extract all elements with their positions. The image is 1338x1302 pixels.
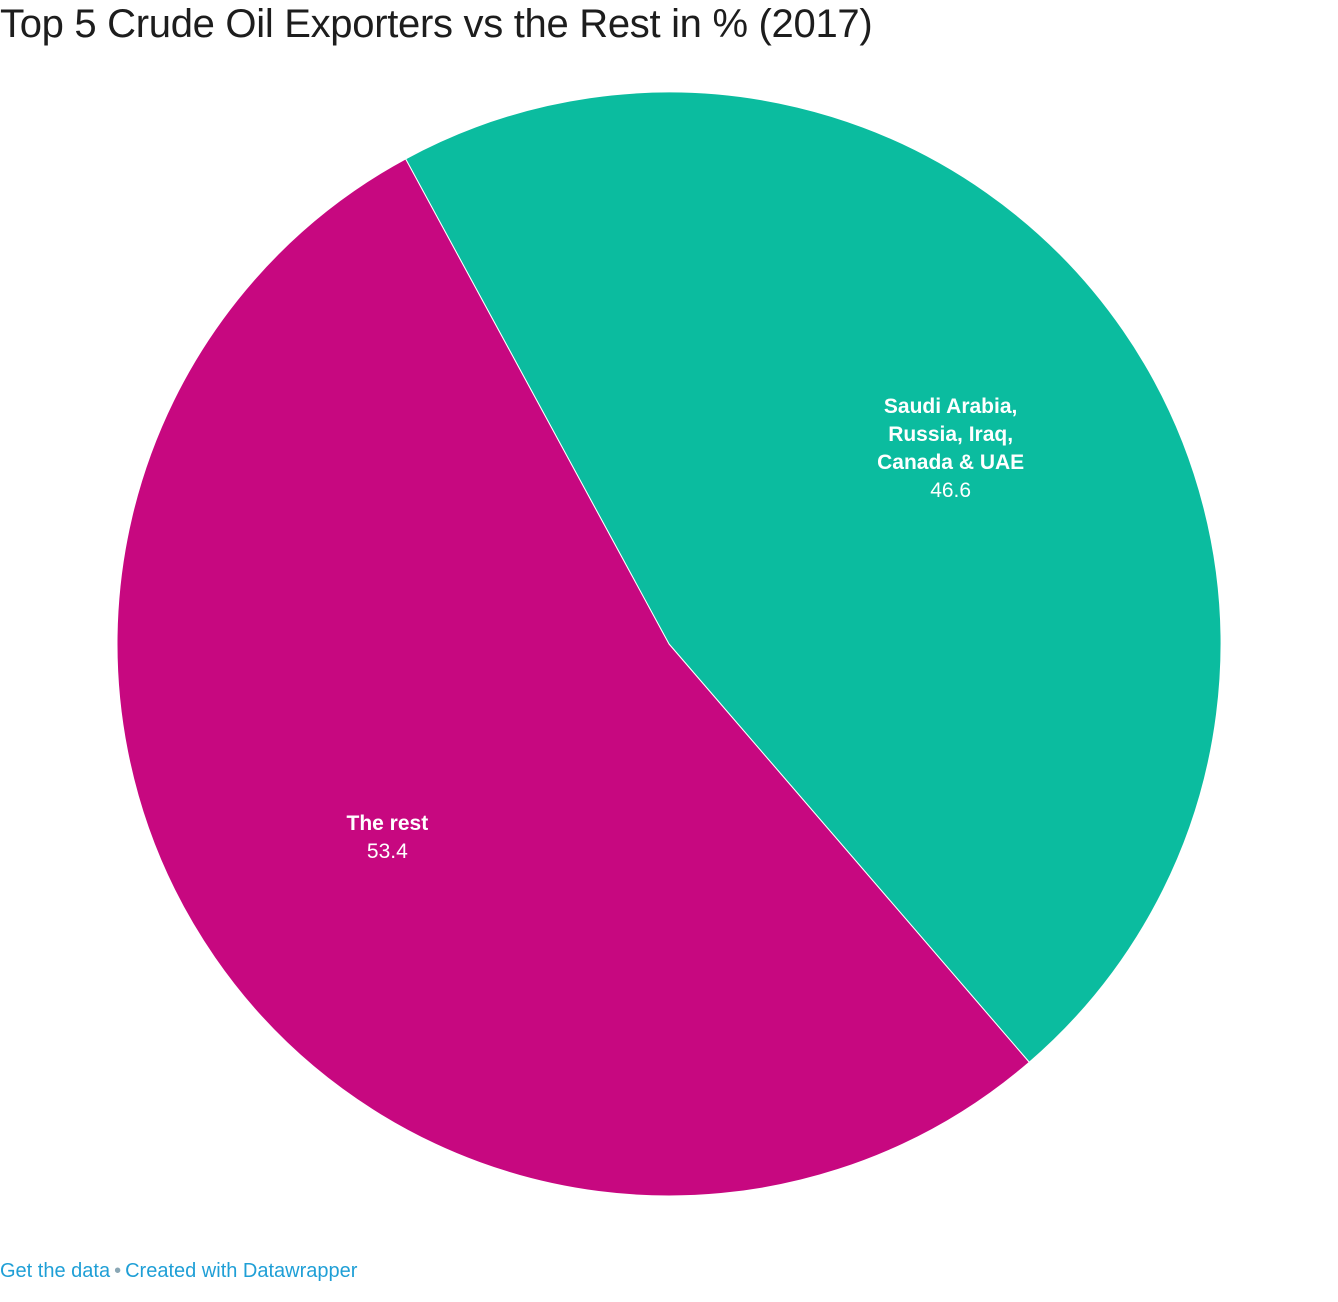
slice-value-label: 53.4 bbox=[367, 840, 408, 863]
slice-value-label: 46.6 bbox=[930, 479, 971, 502]
get-the-data-link[interactable]: Get the data bbox=[0, 1260, 111, 1282]
created-with-datawrapper-link[interactable]: Created with Datawrapper bbox=[125, 1260, 358, 1282]
pie-slice-1[interactable] bbox=[116, 158, 1030, 1197]
slice-label-0: Saudi Arabia, Russia, Iraq, Canada & UAE 46… bbox=[877, 395, 1024, 502]
slice-name-label: Russia, Iraq, bbox=[888, 423, 1013, 446]
slice-label-1: The rest 53.4 bbox=[347, 812, 429, 863]
pie-slice-0[interactable] bbox=[404, 91, 1222, 1063]
slice-name-label: Saudi Arabia, bbox=[884, 395, 1017, 418]
footer-separator: • bbox=[114, 1260, 122, 1282]
slice-name-label: Canada & UAE bbox=[877, 451, 1024, 474]
footer: Get the data • Created with Datawrapper bbox=[0, 1260, 357, 1283]
chart-title: Top 5 Crude Oil Exporters vs the Rest in… bbox=[0, 2, 873, 46]
slice-name-label: The rest bbox=[347, 812, 429, 835]
